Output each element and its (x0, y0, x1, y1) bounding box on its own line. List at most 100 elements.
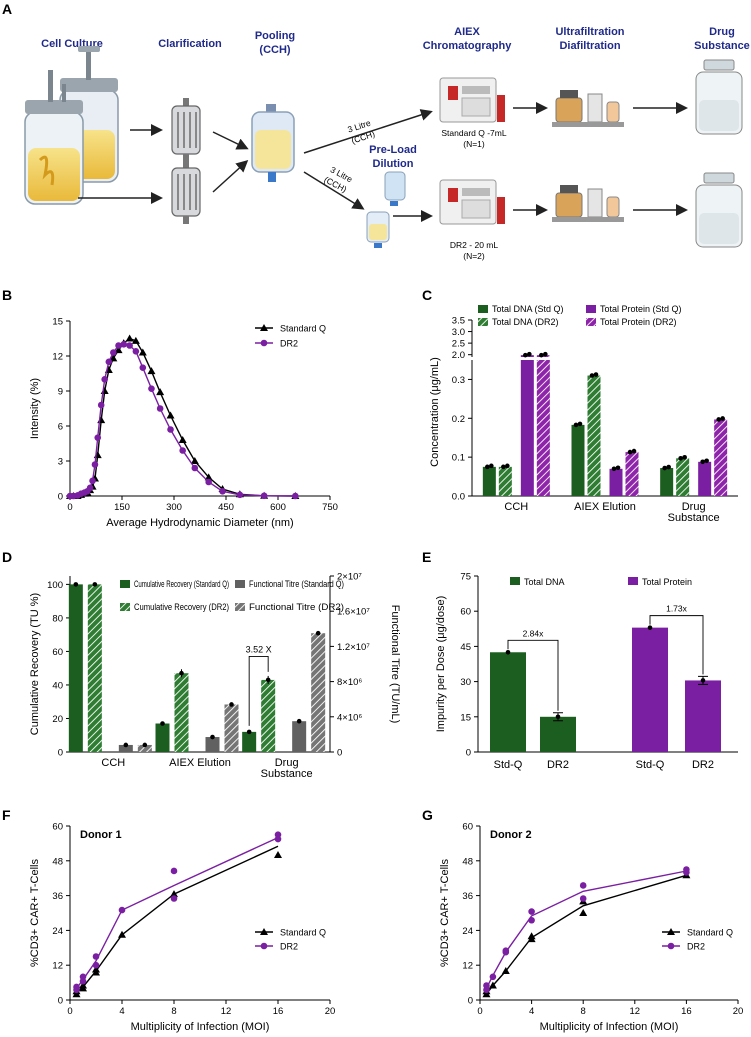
x-axis-label: Multiplicity of Infection (MOI) (540, 1021, 679, 1033)
replicate-point (229, 702, 234, 707)
y2-tick-label: 4×10⁶ (337, 712, 362, 723)
panel-f-label: F (2, 807, 11, 823)
y-tick-label: 0.3 (452, 375, 465, 386)
bar (609, 468, 623, 496)
legend-marker (260, 942, 268, 950)
data-point (109, 354, 118, 362)
legend-label: Total DNA (DR2) (492, 317, 559, 327)
y-tick-label: 0 (466, 748, 471, 759)
legend-label: DR2 (687, 942, 705, 952)
x-category-label: CCH (101, 757, 125, 769)
x-category-label: Std-Q (494, 759, 523, 771)
series-line (485, 874, 687, 995)
legend-swatch (510, 577, 520, 585)
data-point (483, 982, 490, 989)
replicate-point (543, 351, 548, 357)
bar (676, 458, 690, 496)
data-point (274, 851, 282, 858)
y-tick-label: 0.0 (452, 492, 465, 503)
series-line (70, 343, 296, 497)
bar (571, 424, 585, 496)
y-tick-label: 48 (462, 856, 473, 867)
x-tick-label: 8 (581, 1006, 586, 1017)
y-tick-label: 12 (52, 961, 63, 972)
x-category-label: DR2 (547, 759, 569, 771)
x-category-label: DR2 (692, 759, 714, 771)
data-point (73, 983, 80, 991)
y-tick-label: 24 (462, 926, 473, 937)
bar (118, 744, 133, 752)
data-point (115, 342, 122, 349)
legend-label: DR2 (280, 339, 298, 349)
y-tick-label: 75 (460, 572, 471, 583)
data-point (126, 342, 133, 349)
data-point (100, 387, 109, 394)
x-tick-label: 8 (171, 1006, 176, 1017)
y-tick-label: 48 (52, 856, 63, 867)
x-category-label: CCH (504, 501, 528, 513)
data-point (579, 909, 588, 916)
y2-tick-label: 1.2×10⁷ (337, 642, 370, 653)
data-point (118, 906, 126, 914)
data-point (527, 932, 536, 940)
data-point (114, 346, 123, 354)
stage-pooling-cch: (CCH) (259, 44, 290, 56)
y-tick-label: 12 (52, 352, 63, 363)
data-point (502, 947, 510, 954)
fold-change-label: 1.73x (666, 604, 688, 614)
replicate-point (627, 449, 633, 455)
bar (242, 731, 257, 752)
x-tick-label: 4 (119, 1006, 124, 1017)
y2-tick-label: 8×10⁶ (337, 677, 362, 688)
data-point (79, 981, 87, 989)
pooling-bag-icon (251, 104, 295, 182)
data-point (156, 405, 164, 412)
data-point (92, 953, 100, 960)
y-tick-label: 20 (52, 714, 63, 725)
legend-marker (260, 339, 268, 347)
bar (714, 419, 728, 496)
data-point (92, 965, 100, 973)
y-axis-label: Impurity per Dose (μg/dose) (435, 596, 447, 733)
panel-a-label: A (2, 1, 12, 17)
bar (292, 721, 307, 752)
panel-b-label: B (2, 287, 12, 303)
replicate-point (92, 582, 98, 587)
x-category-label: Substance (668, 512, 720, 524)
replicate-point (678, 456, 683, 461)
fold-change-bracket (248, 656, 269, 726)
data-point (139, 364, 147, 371)
dr2-n-note: (N=2) (463, 251, 485, 261)
y2-tick-label: 0 (337, 748, 342, 759)
y-tick-label: 6 (58, 422, 63, 433)
replicate-point (720, 416, 725, 421)
std-q-n-note: (N=1) (463, 139, 485, 149)
data-point (170, 895, 178, 902)
replicate-point (539, 352, 544, 358)
bar (311, 633, 326, 752)
replicate-point (631, 448, 637, 454)
y-tick-label: 15 (460, 712, 471, 723)
replicate-point (485, 464, 490, 470)
data-point (101, 376, 108, 383)
x-tick-label: 0 (477, 1006, 482, 1017)
legend-swatch (120, 580, 130, 588)
replicate-point (142, 742, 148, 748)
ufdf-system-icon (552, 90, 624, 127)
data-point (148, 385, 155, 392)
legend-swatch (478, 305, 488, 313)
replicate-point (716, 417, 721, 422)
replicate-point (523, 352, 528, 358)
stage-preload-dilution: Dilution (373, 158, 414, 170)
y-axis-label: %CD3+ CAR+ T-Cells (439, 859, 451, 967)
legend-marker (667, 928, 675, 935)
y-tick-label: 24 (52, 926, 63, 937)
y-tick-label: 0.2 (452, 414, 465, 425)
legend-label: Functional Titre (Standard Q) (249, 579, 344, 589)
legend-swatch (235, 603, 245, 611)
data-point (89, 477, 96, 485)
chart-d-recovery-titre: 0 20 40 60 80 100 0 4×10⁶ 8×10⁶ 1.2×10⁷ 1.6×10⁷ 2×1… (29, 572, 401, 781)
bar (520, 360, 534, 496)
bar (174, 673, 189, 752)
